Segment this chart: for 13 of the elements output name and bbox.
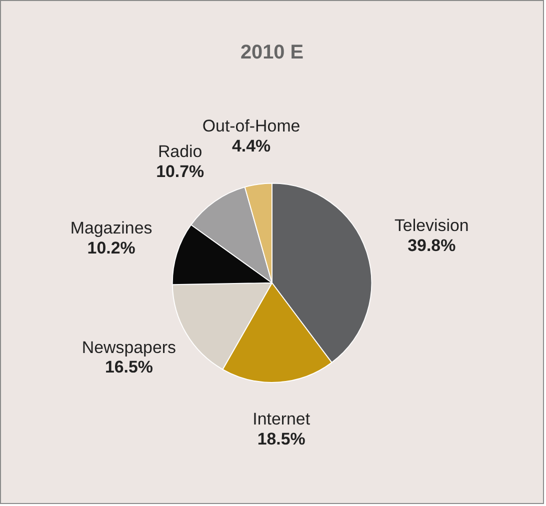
slice-label: Out-of-Home (202, 116, 300, 136)
slice-label: Newspapers (82, 338, 176, 357)
data-label: 10.7% (156, 162, 204, 181)
data-label: 10.2% (87, 238, 136, 258)
data-label: 39.8% (408, 236, 456, 255)
chart-title: 2010 E (240, 41, 304, 64)
slice-label: Magazines (70, 218, 152, 238)
slice-label: Internet (252, 410, 310, 429)
data-label: 4.4% (232, 136, 271, 156)
data-label: 18.5% (257, 430, 306, 449)
slice-label: Radio (158, 142, 202, 161)
slice-label: Television (394, 216, 469, 235)
data-label: 16.5% (104, 358, 153, 377)
